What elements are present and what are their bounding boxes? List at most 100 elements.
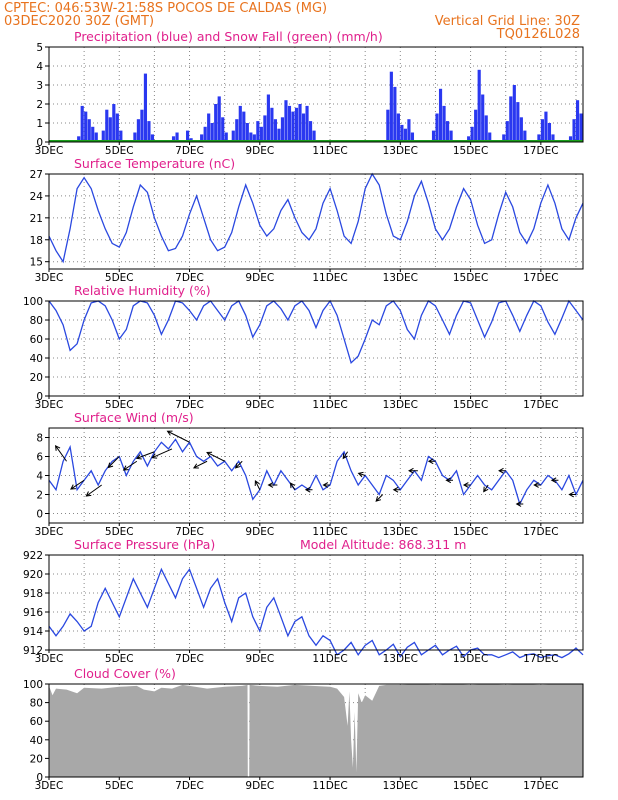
precip-bar — [477, 69, 481, 142]
precip-bar — [502, 134, 506, 142]
precip-bar — [544, 111, 548, 142]
precip-bar — [280, 117, 285, 142]
x-tick-label: 15DEC — [453, 780, 488, 792]
x-tick-label: 5DEC — [105, 526, 134, 538]
precip-bar — [242, 111, 246, 142]
precip-bar — [252, 134, 256, 142]
precip-bar — [115, 113, 119, 142]
x-tick-label: 9DEC — [245, 399, 274, 411]
x-tick-label: 9DEC — [245, 526, 274, 538]
precip-bar — [203, 126, 207, 142]
precip-bar — [389, 71, 393, 142]
precip-bar — [519, 117, 523, 142]
wind-vector — [70, 479, 85, 490]
y-tick-label: 4 — [36, 61, 43, 73]
x-tick-label: 5DEC — [105, 272, 134, 284]
panel-1: 15 18 21 24 27 3DEC 5DEC 7DEC 9DEC 11DEC 13DEC 15DE… — [30, 156, 584, 284]
wind-vector — [85, 484, 102, 497]
y-tick-label: 20 — [30, 753, 43, 765]
y-tick-label: 24 — [30, 191, 44, 203]
precip-bar — [207, 113, 211, 142]
precip-bar — [112, 104, 116, 142]
precip-bar — [438, 88, 443, 142]
precip-bar — [136, 119, 140, 142]
panel-title: Relative Humidity (%) — [74, 283, 211, 298]
wind-vector — [135, 451, 155, 460]
precip-bar — [407, 119, 411, 142]
precip-bar — [551, 134, 555, 142]
y-tick-label: 6 — [36, 452, 43, 464]
y-tick-label: 0 — [36, 391, 43, 403]
precip-bar — [143, 73, 148, 142]
x-tick-label: 3DEC — [35, 399, 64, 411]
precip-bar — [235, 119, 239, 142]
panel-title: Surface Temperature (nC) — [74, 156, 235, 171]
panel-frame — [48, 554, 584, 651]
precip-bar — [442, 105, 446, 142]
x-tick-label: 17DEC — [523, 272, 558, 284]
y-tick-label: 1 — [36, 118, 43, 130]
panel-title: Surface Wind (m/s) — [74, 410, 194, 425]
wind-vector — [375, 494, 384, 502]
precip-bar — [263, 115, 267, 142]
wind-vector — [568, 491, 576, 498]
y-tick-label: 8 — [36, 433, 43, 445]
precip-bar — [488, 132, 492, 142]
x-tick-label: 7DEC — [175, 145, 204, 157]
x-tick-label: 3DEC — [35, 145, 64, 157]
precip-bar — [470, 126, 474, 142]
precip-bar — [147, 121, 151, 142]
x-tick-label: 13DEC — [383, 145, 418, 157]
header-date: 03DEC2020 30Z (GMT) — [4, 14, 154, 29]
precip-bar — [217, 96, 221, 142]
y-tick-label: 914 — [23, 626, 43, 638]
wind-vector — [254, 480, 261, 490]
wind-vector — [54, 445, 67, 462]
x-tick-label: 15DEC — [453, 145, 488, 157]
precip-bar — [484, 115, 488, 142]
precip-bar — [105, 109, 109, 142]
y-tick-label: 100 — [23, 296, 43, 308]
y-tick-label: 60 — [30, 334, 43, 346]
precip-bar — [312, 130, 316, 142]
x-tick-label: 11DEC — [312, 399, 347, 411]
wind-vector — [462, 482, 471, 488]
cloud-area — [49, 684, 583, 777]
precip-bar — [435, 113, 439, 142]
x-tick-label: 17DEC — [523, 653, 558, 665]
y-tick-label: 3 — [36, 80, 43, 92]
x-tick-label: 11DEC — [312, 272, 347, 284]
precip-bar — [294, 107, 299, 142]
x-tick-label: 17DEC — [523, 399, 558, 411]
wind-vector — [289, 482, 296, 491]
precip-bar — [537, 134, 541, 142]
precip-bar — [224, 132, 228, 142]
precip-bar — [400, 124, 404, 142]
precip-bar — [449, 130, 453, 142]
precip-bar — [266, 94, 270, 142]
y-tick-label: 2 — [36, 490, 43, 502]
precip-bar — [403, 128, 407, 142]
x-tick-label: 3DEC — [35, 780, 64, 792]
precip-bar — [80, 105, 84, 142]
x-tick-label: 11DEC — [312, 145, 347, 157]
precip-bar — [431, 130, 436, 142]
precip-bar — [231, 130, 235, 142]
wind-vector — [483, 484, 489, 493]
precip-bar — [579, 113, 583, 142]
x-tick-label: 13DEC — [383, 526, 418, 538]
precip-bar — [94, 132, 98, 142]
precip-bar — [284, 100, 288, 142]
precip-bar — [256, 121, 260, 142]
y-tick-label: 20 — [30, 372, 43, 384]
precip-bar — [273, 119, 278, 142]
precip-bar — [291, 111, 295, 142]
y-tick-label: 0 — [36, 772, 43, 784]
precip-bar — [509, 96, 513, 142]
x-tick-label: 17DEC — [523, 780, 558, 792]
precip-bar — [568, 136, 573, 142]
y-tick-label: 80 — [30, 698, 43, 710]
precip-bar — [572, 119, 576, 142]
x-tick-label: 3DEC — [35, 272, 64, 284]
wind-vector — [427, 458, 436, 465]
